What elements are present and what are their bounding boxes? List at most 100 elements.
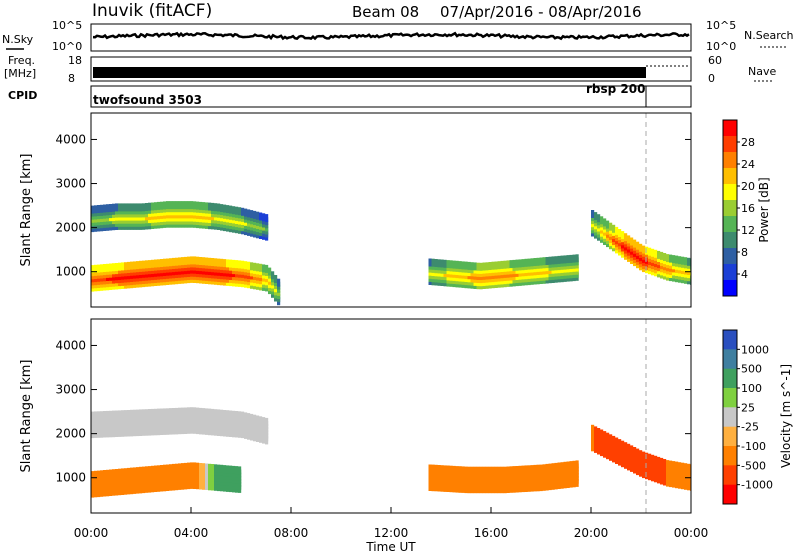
heatmap-cell — [97, 411, 101, 420]
colorbar-tick-label: 16 — [741, 202, 755, 215]
heatmap-cell — [151, 408, 155, 417]
heatmap-cell — [94, 470, 98, 479]
heatmap-cell — [557, 462, 561, 471]
heatmap-cell — [503, 466, 507, 475]
y-tick-label: 1000 — [55, 471, 86, 485]
heatmap-cell — [202, 257, 206, 266]
heatmap-cell — [527, 465, 531, 474]
heatmap-cell — [106, 263, 110, 272]
heatmap-cell — [124, 262, 128, 271]
heatmap-cell — [133, 203, 137, 212]
colorbar-swatch — [723, 120, 737, 137]
heatmap-cell — [253, 210, 257, 219]
heatmap-cell — [615, 226, 619, 235]
heatmap-cell — [624, 442, 628, 451]
heatmap-cell — [199, 463, 203, 471]
heatmap-cell — [220, 204, 224, 213]
heatmap-cell — [633, 447, 637, 455]
heatmap-cell — [509, 260, 513, 269]
heatmap-cell — [160, 408, 164, 417]
x-tick-label: 00:00 — [674, 526, 709, 540]
heatmap-cell — [103, 470, 107, 478]
heatmap-cell — [109, 469, 113, 478]
freq-label-1: Freq. — [8, 54, 35, 67]
heatmap-cell — [563, 461, 567, 470]
heatmap-cell — [265, 264, 269, 273]
heatmap-cell — [223, 410, 227, 418]
heatmap-cell — [515, 466, 519, 474]
nsky-trace — [92, 31, 690, 41]
colorbar-tick-label: 8 — [741, 246, 748, 259]
heatmap-cell — [274, 275, 278, 283]
heatmap-cell — [124, 203, 128, 212]
heatmap-cell — [181, 407, 185, 416]
heatmap-cell — [94, 205, 98, 214]
heatmap-cell — [437, 259, 441, 268]
heatmap-cell — [557, 255, 561, 264]
heatmap-cell — [428, 258, 432, 267]
heatmap-cell — [112, 263, 116, 272]
heatmap-cell — [220, 464, 224, 473]
heatmap-cell — [446, 465, 450, 474]
heatmap-cell — [112, 410, 116, 419]
heatmap-cell — [446, 260, 450, 269]
heatmap-cell — [663, 253, 667, 261]
heatmap-cell — [476, 466, 480, 475]
heatmap-cell — [100, 470, 104, 479]
heatmap-cell — [681, 462, 685, 471]
heatmap-cell — [169, 258, 173, 267]
colorbar-frame — [722, 329, 738, 505]
heatmap-cell — [648, 247, 652, 256]
heatmap-cell — [518, 259, 522, 268]
heatmap-cell — [440, 465, 444, 474]
heatmap-cell — [148, 202, 152, 211]
heatmap-cell — [536, 464, 540, 473]
colorbar-swatch — [723, 248, 737, 265]
heatmap-cell — [452, 260, 456, 269]
heatmap-cell — [130, 467, 134, 476]
heatmap-cell — [247, 413, 251, 422]
colorbar-tick-label: 1000 — [741, 343, 769, 356]
heatmap-cell — [690, 464, 691, 473]
heatmap-cell — [187, 201, 191, 210]
heatmap-cell — [172, 463, 176, 472]
heatmap-cell — [250, 413, 254, 422]
heatmap-cell — [452, 465, 456, 474]
heatmap-cell — [458, 466, 462, 475]
heatmap-cell — [211, 464, 215, 472]
heatmap-cell — [663, 459, 667, 467]
heatmap-cell — [148, 466, 152, 475]
heatmap-cell — [241, 260, 245, 269]
heatmap-cell — [256, 415, 260, 424]
heatmap-cell — [669, 254, 673, 263]
heatmap-cell — [190, 462, 194, 471]
heatmap-cell — [506, 466, 510, 475]
heatmap-cell — [500, 466, 504, 475]
heatmap-cell — [121, 262, 125, 271]
heatmap-cell — [124, 468, 128, 477]
heatmap-cell — [193, 201, 197, 210]
heatmap-cell — [609, 222, 613, 231]
y-tick-label: 2000 — [55, 427, 86, 441]
heatmap-cell — [238, 260, 242, 269]
velocity-colorbar: 1000 500 100 25 -25 -100 -500 -1000 — [722, 329, 773, 505]
heatmap-cell — [172, 408, 176, 416]
heatmap-cell — [491, 261, 495, 270]
colorbar-swatch — [723, 330, 737, 350]
power-panel-frame — [90, 112, 692, 308]
heatmap-cell — [190, 201, 194, 210]
cpid-program-2: rbsp 200 — [586, 82, 645, 96]
heatmap-cell — [250, 210, 254, 219]
velocity-ylabel: Slant Range [km] — [19, 360, 34, 473]
heatmap-cell — [458, 261, 462, 270]
freq-label-2: [MHz] — [4, 67, 36, 80]
heatmap-cell — [208, 463, 212, 472]
heatmap-cell — [521, 465, 525, 474]
heatmap-cell — [244, 208, 248, 217]
heatmap-cell — [103, 204, 107, 213]
colorbar-tick-label: 25 — [741, 401, 755, 414]
heatmap-cell — [654, 455, 658, 464]
freq-bar — [93, 67, 646, 78]
heatmap-cell — [633, 239, 637, 248]
heatmap-cell — [256, 211, 260, 220]
